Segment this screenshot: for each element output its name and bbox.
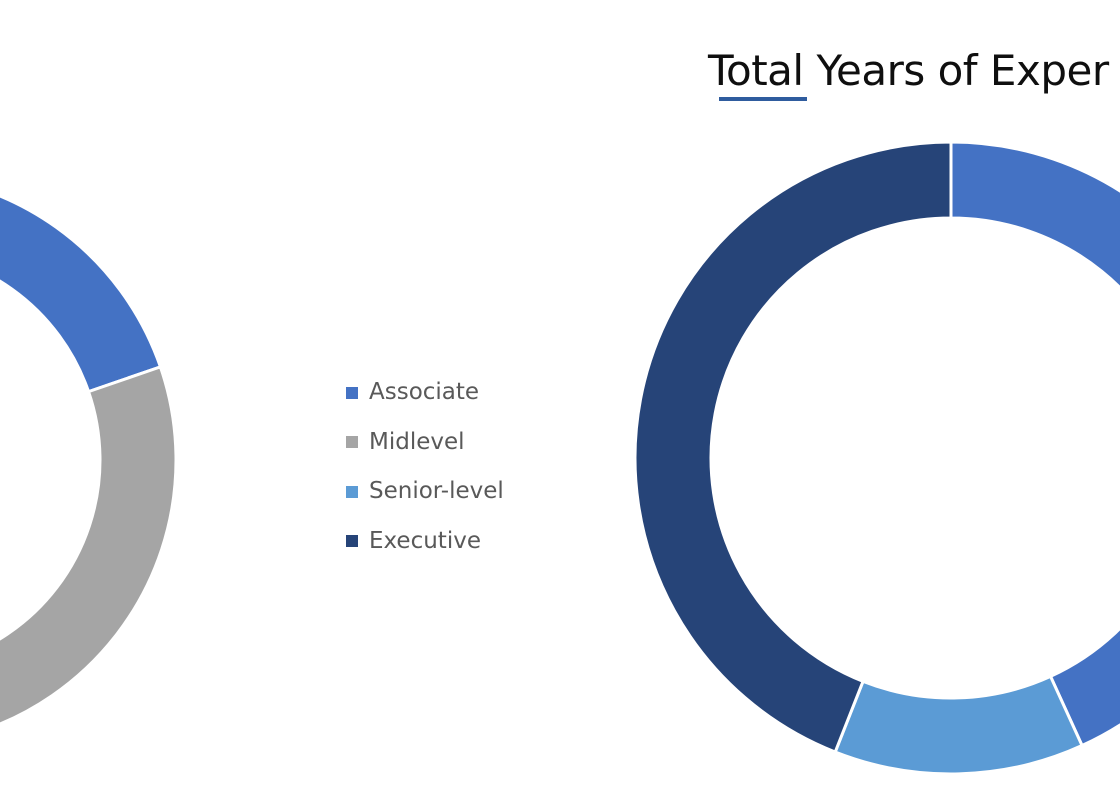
chart-title: Total Years of Exper [708,46,1109,95]
legend-label-senior-level: Senior-level [369,478,504,505]
legend-label-associate: Associate [369,379,480,406]
legend-swatch-executive [346,535,358,548]
legend-label-executive: Executive [369,527,481,554]
right-slice-executive [633,140,953,754]
title-underline [719,97,807,101]
legend-label-midlevel: Midlevel [369,428,465,455]
left-slice-midlevel [0,364,178,726]
legend-item-senior-level: Senior-level [346,467,504,517]
chart-legend: Associate Midlevel Senior-level Executiv… [346,368,504,566]
legend-swatch-associate [346,386,358,399]
legend-item-midlevel: Midlevel [346,418,504,468]
legend-swatch-senior-level [346,485,358,498]
legend-item-associate: Associate [346,368,504,418]
right-slice-senior-level [833,674,1085,776]
legend-item-executive: Executive [346,517,504,567]
legend-swatch-midlevel [346,436,358,449]
right-slice-associate [949,140,1120,748]
